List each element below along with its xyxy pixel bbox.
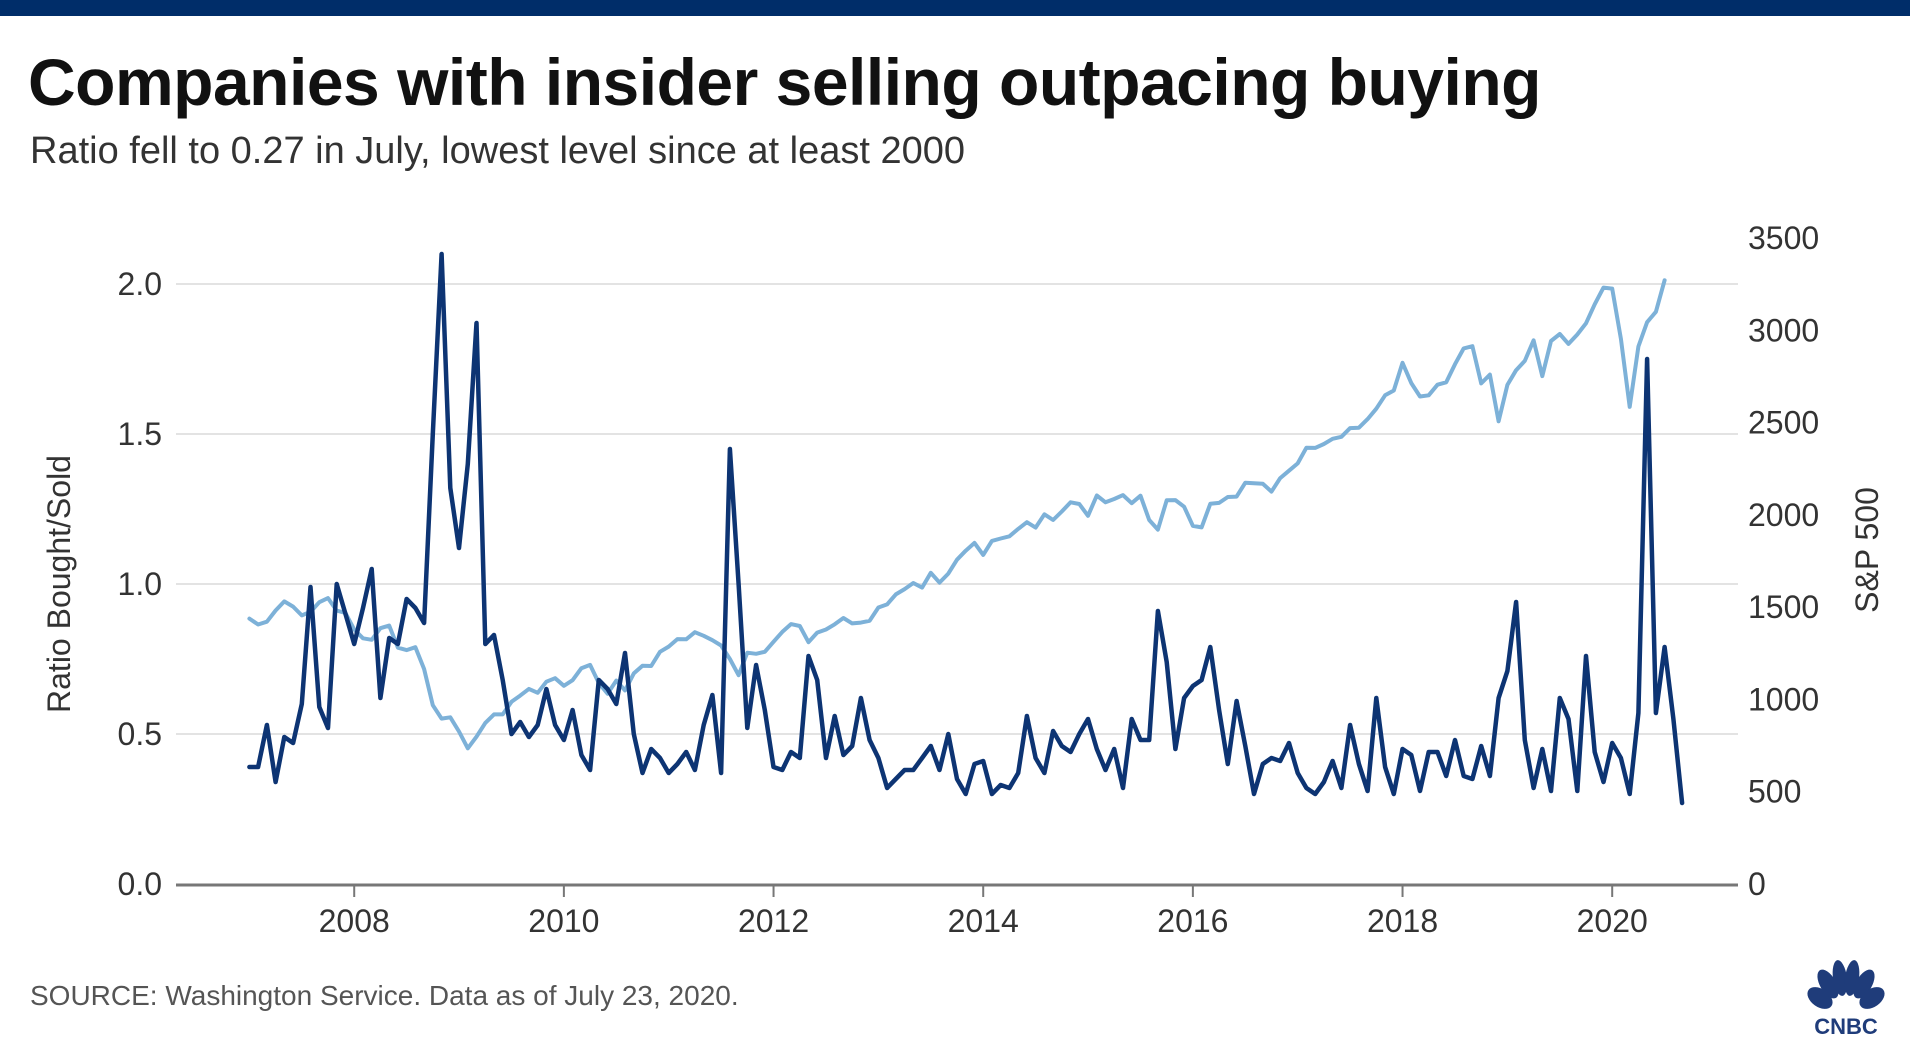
x-tick-label: 2008: [319, 903, 390, 939]
x-tick-label: 2018: [1367, 903, 1438, 939]
right-tick-label: 2000: [1748, 497, 1819, 533]
gridlines: [176, 283, 1738, 735]
left-tick-label: 1.0: [118, 566, 162, 602]
right-tick-label: 1000: [1748, 681, 1819, 717]
right-tick-label: 3000: [1748, 312, 1819, 348]
x-tick-label: 2014: [948, 903, 1019, 939]
logo-text: CNBC: [1814, 1014, 1878, 1038]
ratio-bought-sold-line: [247, 251, 1685, 806]
right-tick-label: 500: [1748, 774, 1801, 810]
left-tick-label: 1.5: [118, 416, 162, 452]
right-axis-title: S&P 500: [1849, 487, 1885, 613]
x-axis-ticks: 2008 2010 2012 2014 2016 2018 2020: [319, 885, 1648, 939]
left-tick-label: 2.0: [118, 266, 162, 302]
right-tick-label: 3500: [1748, 220, 1819, 256]
x-tick-label: 2020: [1577, 903, 1648, 939]
left-tick-label: 0.5: [118, 716, 162, 752]
left-axis-title: Ratio Bought/Sold: [41, 455, 77, 713]
sp500-line: [247, 278, 1667, 751]
x-tick-label: 2012: [738, 903, 809, 939]
right-axis-ticks: 0 500 1000 1500 2000 2500 3000 3500: [1748, 220, 1819, 902]
chart-subtitle: Ratio fell to 0.27 in July, lowest level…: [30, 130, 966, 172]
x-tick-label: 2016: [1157, 903, 1228, 939]
series-layer: [247, 251, 1685, 806]
right-tick-label: 1500: [1748, 589, 1819, 625]
right-tick-label: 2500: [1748, 405, 1819, 441]
chart-title: Companies with insider selling outpacing…: [28, 45, 1541, 119]
left-axis-ticks: 0.0 0.5 1.0 1.5 2.0: [118, 266, 162, 902]
left-tick-label: 0.0: [118, 866, 162, 902]
source-note: SOURCE: Washington Service. Data as of J…: [30, 980, 739, 1011]
top-banner: [0, 0, 1910, 16]
right-tick-label: 0: [1748, 866, 1766, 902]
x-tick-label: 2010: [528, 903, 599, 939]
cnbc-peacock-logo-icon: CNBC: [1807, 960, 1885, 1038]
